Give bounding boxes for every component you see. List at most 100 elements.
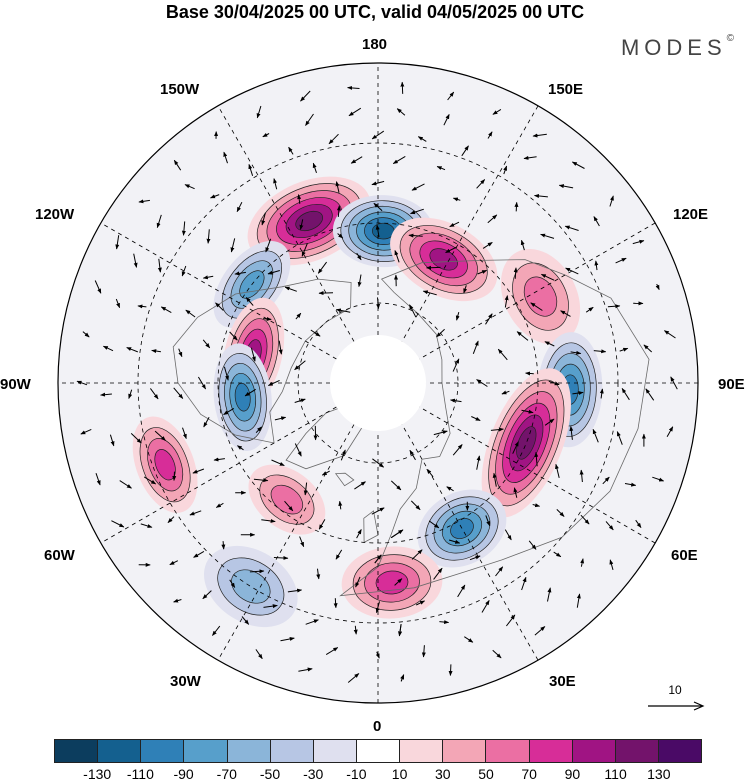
wind-vector	[422, 290, 437, 296]
wind-vector	[492, 108, 502, 115]
wind-vector	[156, 214, 162, 229]
wind-vector	[245, 297, 254, 306]
wind-vector	[594, 260, 599, 271]
wind-vector	[347, 673, 360, 683]
wind-vector	[544, 418, 555, 426]
wind-vector	[571, 161, 585, 169]
wind-vector	[487, 214, 498, 224]
reference-vector-arrow	[648, 701, 705, 711]
wind-vector	[337, 233, 344, 239]
wind-vector	[593, 349, 607, 354]
wind-vector	[236, 201, 243, 213]
wind-vector	[128, 389, 133, 399]
wind-vector	[558, 184, 574, 189]
wind-vector	[485, 313, 493, 325]
colorbar-tick-label: 70	[521, 766, 537, 782]
wind-vector	[497, 348, 508, 361]
wind-vector	[436, 166, 446, 171]
wind-vector	[310, 329, 321, 337]
wind-vector	[197, 376, 207, 390]
wind-vector	[299, 536, 305, 548]
wind-vector	[336, 205, 341, 217]
wind-vector	[263, 316, 272, 321]
wind-vector	[609, 195, 614, 207]
anomaly-center	[500, 248, 581, 345]
wind-vector	[297, 194, 302, 204]
wind-vector	[273, 178, 278, 190]
wind-vector	[635, 519, 642, 529]
wind-vector	[592, 428, 599, 443]
wind-vector	[666, 426, 674, 438]
wind-vector	[312, 162, 317, 174]
wind-vector	[185, 309, 196, 318]
wind-vector	[463, 285, 468, 294]
brand-mark: ©	[726, 33, 734, 44]
wind-vector	[82, 331, 90, 338]
wind-vector	[267, 379, 280, 387]
wind-vector	[284, 500, 294, 512]
wind-vector	[579, 469, 584, 483]
wind-vector	[371, 130, 385, 140]
wind-vector	[261, 518, 276, 523]
wind-vector	[476, 379, 488, 387]
wind-vector	[76, 380, 88, 386]
wind-vector	[130, 433, 142, 444]
wind-vector	[318, 519, 326, 530]
wind-vector-layer	[76, 81, 678, 683]
wind-vector	[248, 163, 254, 176]
wind-vector	[294, 398, 306, 403]
wind-vector	[263, 604, 278, 609]
wind-vector	[521, 409, 534, 414]
colorbar-tick-label: 110	[604, 766, 627, 782]
colorbar-segment	[313, 740, 357, 762]
chart-title: Base 30/04/2025 00 UTC, valid 04/05/2025…	[165, 2, 585, 22]
wind-vector	[523, 155, 537, 160]
wind-vector	[439, 620, 450, 625]
colorbar-segment	[184, 740, 228, 762]
wind-vector	[111, 520, 125, 528]
wind-vector	[321, 470, 330, 476]
wind-vector	[544, 341, 555, 347]
colorbar-segment	[615, 740, 659, 762]
colorbar-tick-label: -130	[83, 766, 112, 782]
wind-vector	[94, 280, 102, 294]
wind-vector	[555, 463, 560, 479]
lon-label-30e: 30E	[549, 673, 576, 690]
wind-vector	[178, 348, 183, 358]
wind-vector	[100, 392, 112, 397]
wind-vector	[278, 340, 283, 355]
wind-vector	[184, 184, 195, 190]
wind-vector	[149, 388, 159, 400]
wind-vector	[265, 238, 272, 253]
wind-vector	[417, 136, 427, 142]
meridian-line	[100, 222, 656, 544]
wind-vector	[375, 651, 380, 659]
wind-vector	[206, 229, 211, 244]
wind-vector	[262, 132, 270, 138]
anomaly-center	[417, 489, 507, 568]
wind-vector	[540, 233, 555, 239]
wind-vector	[411, 183, 425, 191]
colorbar-segment	[55, 740, 99, 762]
wind-vector	[115, 298, 121, 309]
wind-vector	[318, 291, 334, 296]
wind-vector	[534, 451, 539, 467]
wind-vector	[102, 345, 114, 352]
wind-vector	[503, 165, 508, 175]
wind-vector	[154, 430, 166, 441]
wind-vector	[160, 306, 172, 314]
wind-vector	[652, 476, 665, 482]
anomaly-center	[481, 368, 571, 518]
reference-vector-label: 10	[668, 683, 682, 697]
wind-vector	[137, 304, 147, 309]
wind-vector	[299, 219, 304, 230]
wind-vector	[173, 387, 184, 399]
wind-vector	[223, 366, 229, 381]
lon-label-0: 0	[373, 718, 382, 735]
wind-vector	[316, 568, 321, 580]
wind-vector	[530, 302, 543, 311]
brand-name: MODES	[620, 35, 727, 60]
colorbar-segment	[227, 740, 271, 762]
wind-vector	[506, 614, 516, 627]
wind-vector	[109, 434, 115, 447]
